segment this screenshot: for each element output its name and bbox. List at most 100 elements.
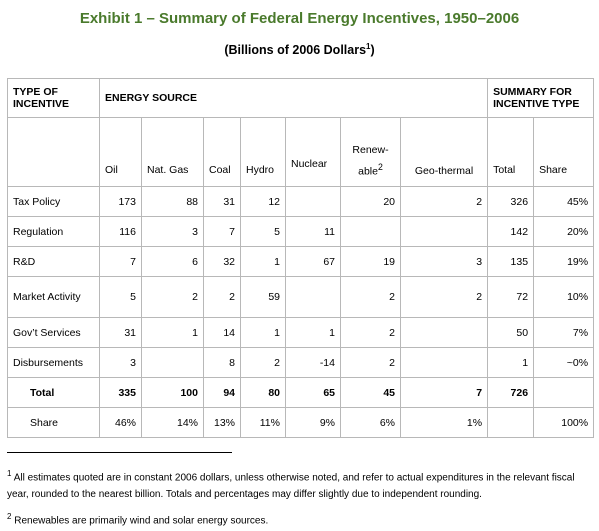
renewable-footnote-marker: 2	[377, 161, 383, 172]
col-header-nat-gas: Nat. Gas	[141, 117, 204, 187]
table-cell: 142	[487, 216, 535, 247]
table-cell: 2	[141, 276, 204, 318]
table-cell: 72	[487, 276, 535, 318]
table-cell: 1%	[399, 407, 489, 438]
footnote-2-text: Renewables are primarily wind and solar …	[14, 515, 269, 527]
table-cell: 1	[141, 317, 204, 348]
header-incentive-type: TYPE OF INCENTIVE	[7, 78, 100, 118]
table-cell: 11	[285, 216, 341, 247]
row-label: Market Activity	[7, 276, 100, 318]
row-label: Share	[7, 407, 100, 438]
col-header-total: Total	[487, 117, 535, 187]
table-cell: 20%	[533, 216, 595, 247]
table-cell: -14	[285, 347, 341, 378]
col-header-hydro: Hydro	[240, 117, 286, 187]
table-cell: 1	[285, 317, 341, 348]
table-cell	[141, 347, 204, 378]
table-cell: 116	[99, 216, 142, 247]
exhibit-title: Exhibit 1 – Summary of Federal Energy In…	[79, 10, 520, 27]
table-cell: 20	[340, 186, 401, 217]
table-cell: 2	[340, 347, 401, 378]
table-cell: 88	[141, 186, 204, 217]
table-cell: 5	[240, 216, 286, 247]
table-cell: 14	[203, 317, 241, 348]
table-cell: 2	[399, 186, 489, 217]
footnote-1-marker: 1	[7, 469, 12, 478]
table-cell: 100%	[533, 407, 595, 438]
col-header-coal: Coal	[203, 117, 241, 187]
table-cell: 67	[285, 246, 341, 277]
exhibit-subtitle: (Billions of 2006 Dollars1)	[0, 42, 599, 57]
incentives-table: TYPE OF INCENTIVE ENERGY SOURCE SUMMARY …	[7, 78, 595, 438]
col-header-geothermal: Geo-thermal	[399, 117, 489, 187]
table-cell: 50	[487, 317, 535, 348]
table-cell: 8	[203, 347, 241, 378]
table-cell: 326	[487, 186, 535, 217]
table-cell: 7	[399, 377, 489, 408]
table-cell: 12	[240, 186, 286, 217]
table-cell: 3	[99, 347, 142, 378]
table-row: Share 46% 14% 13% 11% 9% 6% 1% 100%	[7, 407, 595, 438]
column-header-row: Oil Nat. Gas Coal Hydro Nuclear Renew-ab…	[7, 117, 595, 187]
table-cell: 14%	[141, 407, 204, 438]
table-cell: 13%	[203, 407, 241, 438]
table-cell: 1	[240, 317, 286, 348]
table-cell: 173	[99, 186, 142, 217]
table-cell: 335	[99, 377, 142, 408]
header-summary: SUMMARY FOR INCENTIVE TYPE	[487, 78, 595, 118]
table-row: Regulation 116 3 7 5 11 142 20%	[7, 216, 595, 247]
table-cell: 2	[240, 347, 286, 378]
header-blank	[7, 117, 100, 187]
table-row: R&D 7 6 32 1 67 19 3 135 19%	[7, 246, 595, 277]
footnote-1: 1 All estimates quoted are in constant 2…	[7, 465, 593, 503]
table-row: Total 335 100 94 80 65 45 7 726	[7, 377, 595, 408]
subtitle-close: )	[370, 43, 375, 58]
subtitle-footnote-marker: 1	[366, 42, 371, 51]
row-label: R&D	[7, 246, 100, 277]
table-cell	[340, 216, 401, 247]
table-cell: 3	[399, 246, 489, 277]
col-header-oil: Oil	[99, 117, 142, 187]
table-cell: 726	[487, 377, 535, 408]
table-cell: ~0%	[533, 347, 595, 378]
table-cell: 5	[99, 276, 142, 318]
row-label: Total	[7, 377, 100, 408]
table-row: Gov’t Services 31 1 14 1 1 2 50 7%	[7, 317, 595, 348]
footnote-2: 2 Renewables are primarily wind and sola…	[7, 508, 593, 529]
table-cell: 19	[340, 246, 401, 277]
table-cell: 7	[203, 216, 241, 247]
table-cell	[399, 317, 489, 348]
table-cell: 6%	[340, 407, 401, 438]
table-cell: 10%	[533, 276, 595, 318]
footnote-2-marker: 2	[7, 512, 12, 521]
table-cell: 46%	[99, 407, 142, 438]
table-cell: 45	[340, 377, 401, 408]
row-label: Disbursements	[7, 347, 100, 378]
table-cell	[487, 407, 535, 438]
table-cell: 11%	[240, 407, 286, 438]
table-cell: 6	[141, 246, 204, 277]
col-header-nuclear: Nuclear	[285, 117, 341, 187]
row-label: Regulation	[7, 216, 100, 247]
table-cell: 1	[240, 246, 286, 277]
table-cell	[285, 186, 341, 217]
table-cell: 2	[340, 317, 401, 348]
col-header-renewable-text: Renew-able	[352, 143, 389, 178]
table-cell: 19%	[533, 246, 595, 277]
row-label: Gov’t Services	[7, 317, 100, 348]
table-cell: 2	[340, 276, 401, 318]
table-cell: 2	[203, 276, 241, 318]
subtitle-text: (Billions of 2006 Dollars	[224, 43, 367, 58]
table-row: Disbursements 3 8 2 -14 2 1 ~0%	[7, 347, 595, 378]
col-header-share: Share	[533, 117, 595, 187]
table-cell: 100	[141, 377, 204, 408]
table-cell: 3	[141, 216, 204, 247]
table-cell	[399, 216, 489, 247]
table-cell	[285, 276, 341, 318]
table-cell	[399, 347, 489, 378]
table-cell: 1	[487, 347, 535, 378]
col-header-renewable: Renew-able2	[340, 117, 401, 187]
table-cell: 59	[240, 276, 286, 318]
footnote-1-text: All estimates quoted are in constant 200…	[7, 472, 575, 501]
table-cell: 2	[399, 276, 489, 318]
